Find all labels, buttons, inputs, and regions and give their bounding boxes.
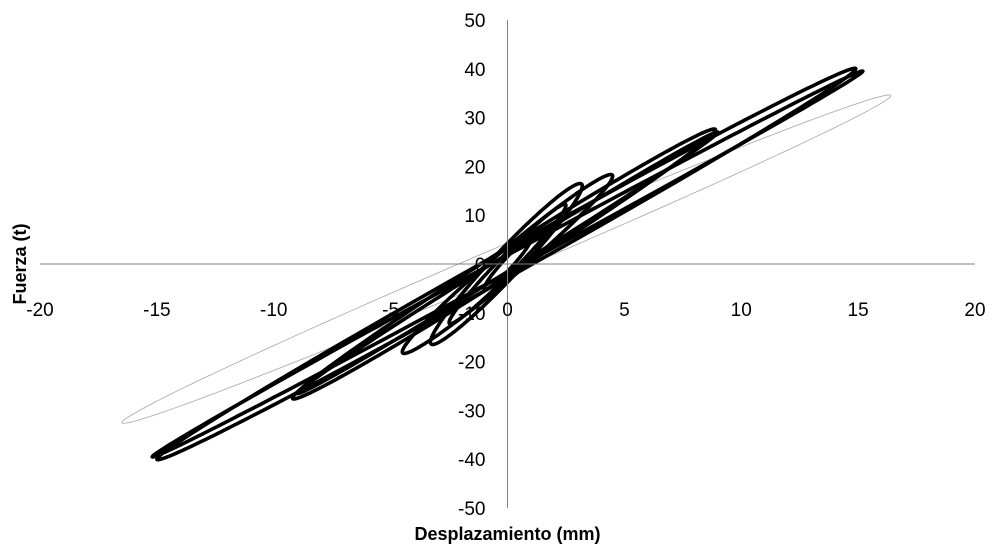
x-tick-label: -15: [143, 300, 170, 321]
y-tick-label: -20: [458, 353, 485, 374]
ticks-layer: -20 -15 -10 -5 0 5 10 15 20-50-40-30-20-10010203…: [26, 11, 985, 520]
y-tick-label: 20: [464, 157, 485, 178]
x-tick-label: 20: [964, 300, 985, 321]
x-tick-label: 5: [619, 300, 630, 321]
x-tick-label: 0: [502, 300, 513, 321]
x-tick-label: 15: [848, 300, 869, 321]
y-tick-label: -50: [458, 499, 485, 520]
y-tick-label: 0: [475, 255, 486, 276]
y-tick-label: 30: [464, 109, 485, 130]
hysteresis-loop-1-1: [155, 66, 858, 462]
x-tick-label: -10: [260, 300, 287, 321]
y-tick-label: 50: [464, 11, 485, 32]
x-tick-label: -5: [382, 300, 399, 321]
hysteresis-loop-0-0: [121, 94, 892, 424]
hysteresis-loop-1-7: [482, 236, 533, 292]
hysteresis-loop-1-3: [295, 130, 720, 396]
y-axis-title: Fuerza (t): [10, 223, 30, 304]
x-tick-label: -20: [26, 300, 53, 321]
y-tick-label: -10: [458, 304, 485, 325]
x-axis-title: Desplazamiento (mm): [414, 524, 600, 544]
hysteresis-loop-1-5: [428, 181, 585, 347]
x-tick-label: 10: [731, 300, 752, 321]
y-tick-label: 40: [464, 60, 485, 81]
hysteresis-loop-1-6: [447, 202, 568, 326]
axes-layer: [40, 20, 975, 508]
y-tick-label: -30: [458, 401, 485, 422]
loops-layer: [121, 66, 892, 462]
y-tick-label: -40: [458, 450, 485, 471]
y-tick-label: 10: [464, 206, 485, 227]
